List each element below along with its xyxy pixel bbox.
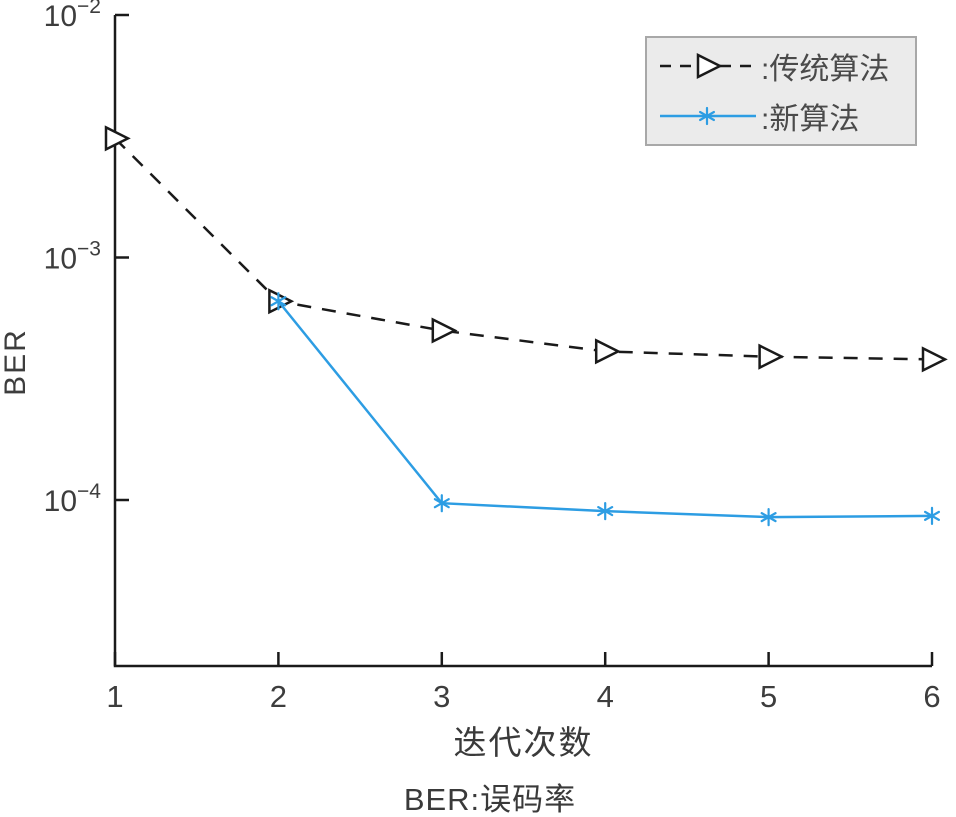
axes: 10−2 10−3 10−4 1 2 3 4 5 6 bbox=[44, 0, 941, 714]
triangle-right-marker-icon bbox=[431, 317, 458, 344]
x-axis-label: 迭代次数 bbox=[453, 724, 594, 761]
asterisk-marker-icon bbox=[270, 292, 287, 311]
triangle-right-marker-icon bbox=[921, 346, 948, 373]
legend-item-new: :新算法 bbox=[647, 91, 915, 141]
x-tick-label: 3 bbox=[433, 679, 450, 714]
y-tick-label: 10−2 bbox=[44, 0, 101, 33]
asterisk-marker-icon bbox=[760, 508, 777, 527]
legend-label-traditional: :传统算法 bbox=[761, 53, 890, 86]
series-traditional-markers bbox=[104, 125, 948, 373]
x-tick-label: 6 bbox=[923, 679, 940, 714]
legend-sample-new bbox=[660, 106, 756, 126]
asterisk-marker-icon bbox=[597, 501, 614, 521]
x-tick-label: 1 bbox=[106, 679, 123, 714]
x-tick-label: 4 bbox=[597, 679, 614, 714]
series-traditional-line bbox=[114, 137, 933, 361]
legend-box: :传统算法 :新算法 bbox=[645, 36, 917, 146]
legend-label-new: :新算法 bbox=[761, 103, 860, 136]
series-new-line bbox=[277, 300, 933, 519]
series-new-markers bbox=[270, 292, 941, 527]
asterisk-marker-icon bbox=[923, 506, 941, 525]
legend-sample-traditional bbox=[660, 52, 756, 80]
asterisk-marker-icon bbox=[698, 106, 716, 126]
triangle-right-marker-icon bbox=[104, 125, 131, 152]
triangle-right-marker-icon bbox=[696, 52, 723, 80]
figure-caption: BER:误码率 bbox=[403, 782, 577, 817]
y-axis-label: BER bbox=[0, 328, 32, 396]
triangle-right-marker-icon bbox=[758, 343, 785, 370]
triangle-right-marker-icon bbox=[594, 338, 621, 365]
y-tick-label: 10−4 bbox=[44, 480, 102, 518]
y-tick-label: 10−3 bbox=[44, 238, 101, 276]
x-tick-label: 5 bbox=[760, 679, 777, 714]
x-tick-label: 2 bbox=[270, 679, 287, 714]
legend-item-traditional: :传统算法 bbox=[647, 41, 915, 91]
asterisk-marker-icon bbox=[433, 494, 450, 513]
